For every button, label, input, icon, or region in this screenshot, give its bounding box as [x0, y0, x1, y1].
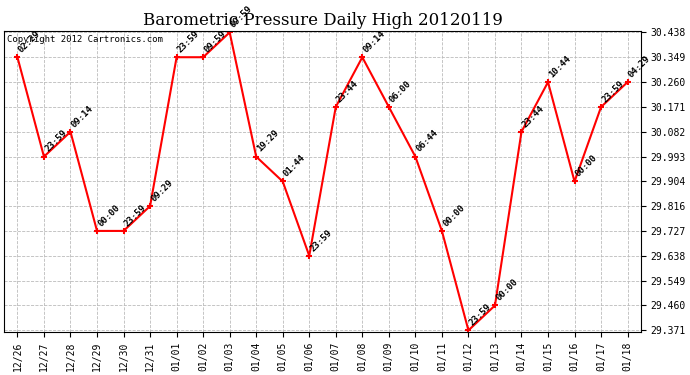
Text: 01:44: 01:44: [282, 153, 307, 179]
Text: 23:59: 23:59: [176, 29, 201, 54]
Text: 10:44: 10:44: [547, 54, 573, 79]
Text: 09:14: 09:14: [70, 104, 95, 129]
Text: 23:59: 23:59: [308, 228, 334, 253]
Text: 00:00: 00:00: [494, 278, 520, 303]
Text: 23:59: 23:59: [600, 79, 626, 104]
Text: 00:00: 00:00: [441, 203, 466, 228]
Text: 06:00: 06:00: [388, 79, 413, 104]
Text: 09:29: 09:29: [149, 178, 175, 203]
Text: Copyright 2012 Cartronics.com: Copyright 2012 Cartronics.com: [8, 36, 164, 45]
Text: 09:59: 09:59: [202, 29, 228, 54]
Text: 09:59: 09:59: [229, 4, 254, 30]
Text: 00:00: 00:00: [96, 203, 121, 228]
Text: 04:29: 04:29: [627, 54, 652, 79]
Text: 09:14: 09:14: [362, 29, 387, 54]
Text: 00:00: 00:00: [573, 153, 599, 179]
Text: 23:59: 23:59: [43, 129, 68, 154]
Text: 23:44: 23:44: [521, 104, 546, 129]
Text: 23:59: 23:59: [468, 302, 493, 327]
Text: 06:44: 06:44: [415, 129, 440, 154]
Text: 23:59: 23:59: [123, 203, 148, 228]
Text: 23:44: 23:44: [335, 79, 360, 104]
Text: 02:29: 02:29: [17, 29, 42, 54]
Text: 19:29: 19:29: [255, 129, 281, 154]
Title: Barometric Pressure Daily High 20120119: Barometric Pressure Daily High 20120119: [143, 12, 502, 29]
